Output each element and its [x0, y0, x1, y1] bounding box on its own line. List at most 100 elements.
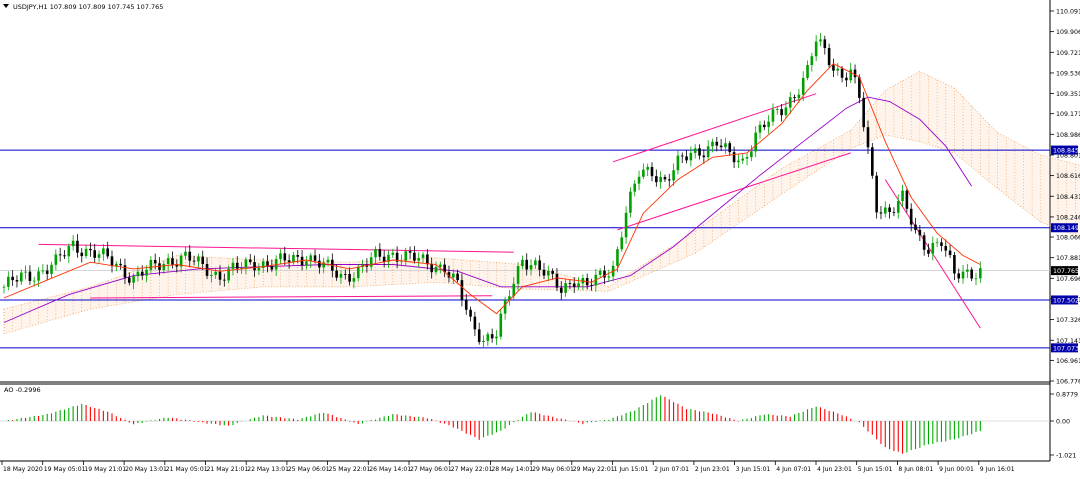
- time-tick-label: 29 May 22:01: [573, 466, 615, 473]
- candle-body: [590, 285, 593, 287]
- trend-line[interactable]: [617, 152, 851, 231]
- candle-body: [732, 152, 736, 163]
- ao-histogram: [0, 395, 1050, 454]
- candle-body: [464, 299, 468, 310]
- candle-body: [784, 107, 788, 116]
- candle-body: [477, 329, 481, 343]
- candle-body: [97, 254, 101, 258]
- time-tick-label: 9 Jun 16:01: [980, 466, 1015, 473]
- candle-body: [793, 97, 796, 99]
- candle-body: [15, 280, 19, 282]
- trend-lines[interactable]: [38, 93, 981, 329]
- candle-body: [719, 145, 723, 148]
- candle-body: [642, 169, 645, 177]
- current-price-label: 107.765: [1053, 268, 1079, 275]
- candle-body: [153, 259, 157, 264]
- candle-body: [737, 160, 740, 163]
- candle-body: [84, 248, 88, 257]
- candle-body: [417, 257, 421, 261]
- level-label-text: 108.845: [1053, 147, 1079, 154]
- candle-body: [58, 254, 62, 256]
- candle-body: [957, 273, 961, 279]
- price-tick-label: 110.091: [1056, 9, 1080, 16]
- candle-body: [235, 262, 239, 269]
- candle-body: [637, 176, 641, 184]
- candle-body: [966, 269, 969, 272]
- candle-body: [7, 276, 10, 287]
- horizontal-levels[interactable]: [0, 149, 1050, 349]
- candle-body: [210, 274, 213, 276]
- price-tick-label: 108.431: [1056, 194, 1080, 201]
- candle-body: [663, 176, 667, 180]
- candle-body: [633, 183, 637, 192]
- candle-body: [758, 124, 762, 133]
- candle-body: [434, 266, 438, 273]
- candle-body: [339, 273, 343, 278]
- price-tick-label: 108.066: [1056, 235, 1080, 242]
- trend-line[interactable]: [38, 243, 514, 253]
- candle-body: [326, 259, 330, 263]
- candle-body: [188, 251, 192, 261]
- candle-body: [413, 252, 416, 261]
- candle-body: [680, 155, 684, 157]
- time-tick-label: 5 Jun 15:01: [858, 466, 893, 473]
- candle-body: [382, 256, 386, 262]
- chart-header[interactable]: USDJPY,H1 107.809 107.809 107.745 107.76…: [3, 3, 163, 11]
- time-tick-label: 20 May 13:01: [125, 466, 167, 473]
- fast-ma-layer: [3, 63, 981, 315]
- candle-body: [551, 270, 554, 274]
- candle-body: [745, 157, 749, 159]
- candle-body: [693, 148, 697, 153]
- candle-body: [223, 279, 226, 281]
- candle-body: [521, 259, 524, 267]
- candle-body: [408, 251, 412, 253]
- candle-body: [136, 271, 140, 277]
- candle-body: [404, 251, 408, 261]
- symbol-header: USDJPY,H1 107.809 107.809 107.745 107.76…: [13, 3, 163, 11]
- candle-body: [715, 141, 719, 146]
- price-tick-label: 108.801: [1056, 152, 1080, 159]
- candle-body: [335, 270, 338, 278]
- candle-body: [197, 256, 200, 262]
- candle-body: [443, 264, 446, 273]
- candle-body: [322, 262, 325, 268]
- price-tick-label: 109.536: [1056, 70, 1080, 77]
- candle-body: [832, 65, 835, 71]
- candle-body: [486, 334, 490, 341]
- time-tick-label: 3 Jun 15:01: [736, 466, 771, 473]
- candle-body: [426, 254, 429, 265]
- candle-body: [711, 141, 714, 147]
- candle-body: [935, 242, 939, 244]
- candle-body: [19, 272, 23, 282]
- candle-body: [451, 273, 455, 278]
- candle-body: [827, 48, 831, 66]
- trend-line[interactable]: [90, 295, 493, 299]
- candle-body: [754, 132, 757, 152]
- candle-body: [836, 68, 840, 71]
- candle-body: [581, 278, 585, 284]
- candle-body: [447, 272, 451, 278]
- candle-body: [659, 176, 662, 183]
- candle-body: [883, 207, 887, 214]
- time-tick-label: 27 May 06:01: [410, 466, 452, 473]
- candle-body: [270, 265, 274, 270]
- candle-body: [231, 262, 235, 269]
- candle-body: [685, 156, 688, 161]
- candle-body: [698, 148, 701, 156]
- candle-body: [598, 270, 602, 275]
- candle-body: [421, 254, 425, 258]
- level-label-text: 107.502: [1053, 297, 1079, 304]
- price-axis-ticks: 110.091 109.906 109.721 109.536 109.351 109.1…: [1050, 9, 1080, 386]
- level-labels: 108.845 108.149 107.502 107.073 107.765: [1051, 145, 1079, 353]
- candle-body: [248, 259, 252, 263]
- candle-body: [840, 68, 844, 78]
- candle-body: [512, 283, 516, 297]
- candle-body: [279, 253, 282, 260]
- triangle-down-icon[interactable]: [3, 4, 9, 8]
- trend-line[interactable]: [612, 93, 817, 163]
- candle-body: [227, 268, 230, 281]
- candle-body: [529, 265, 533, 270]
- candle-body: [37, 271, 40, 281]
